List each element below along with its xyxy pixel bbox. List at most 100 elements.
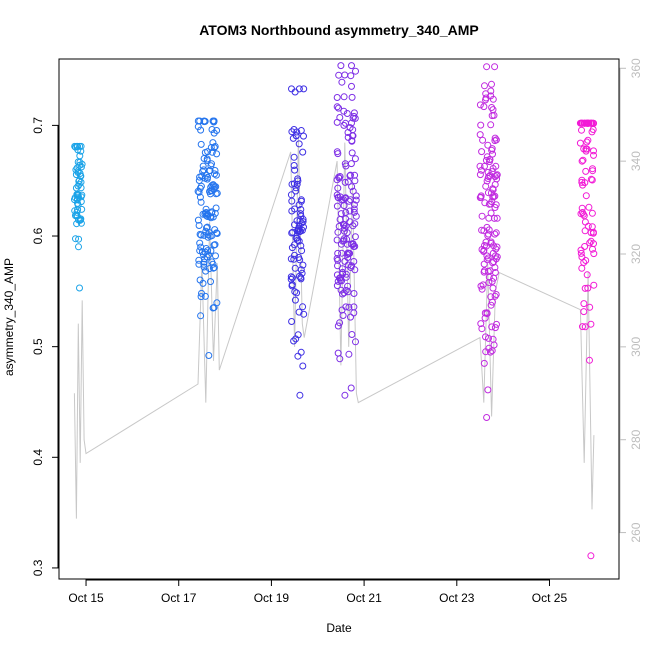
data-point <box>203 175 211 183</box>
data-point <box>492 229 500 237</box>
data-point <box>72 235 79 243</box>
x-tick-label: Oct 23 <box>439 591 475 605</box>
data-point <box>340 202 348 210</box>
data-point <box>204 233 212 241</box>
data-point <box>297 227 304 235</box>
x-tick-label: Oct 15 <box>68 591 104 605</box>
data-point <box>582 167 590 175</box>
data-point <box>74 206 82 214</box>
data-point <box>580 300 588 308</box>
data-point <box>211 209 219 217</box>
data-point <box>333 236 341 244</box>
data-point <box>581 218 589 226</box>
data-point <box>300 132 307 140</box>
data-point <box>203 223 211 231</box>
data-point <box>478 285 486 293</box>
data-point <box>493 320 500 328</box>
data-point <box>584 284 592 292</box>
y-right-tick-label: 360 <box>629 58 643 78</box>
data-point <box>199 162 207 170</box>
data-point <box>487 209 495 217</box>
data-point <box>347 313 354 321</box>
data-point <box>334 262 341 270</box>
data-point <box>340 289 348 297</box>
data-point <box>489 335 497 343</box>
data-point <box>347 160 355 168</box>
data-point <box>580 308 588 316</box>
data-point <box>288 197 296 205</box>
data-point <box>582 257 590 264</box>
data-point <box>578 264 586 272</box>
data-point <box>487 189 495 197</box>
data-point <box>589 167 597 175</box>
data-point <box>348 132 356 140</box>
data-point <box>483 153 491 161</box>
data-point <box>199 251 207 259</box>
data-point <box>290 153 298 161</box>
data-point <box>205 352 213 359</box>
data-point <box>585 203 593 211</box>
data-point <box>480 227 488 235</box>
data-point <box>334 249 342 257</box>
data-point <box>207 278 214 286</box>
data-point <box>333 94 341 101</box>
data-point <box>347 384 355 392</box>
data-point <box>337 210 345 218</box>
data-point <box>492 162 500 170</box>
data-point <box>580 145 588 153</box>
data-point <box>346 172 354 180</box>
data-point <box>335 173 343 181</box>
data-point <box>288 229 296 237</box>
data-point <box>476 101 484 109</box>
data-point <box>210 118 218 126</box>
y-right-tick-label: 280 <box>629 429 643 449</box>
data-point <box>73 212 81 220</box>
data-point <box>206 188 213 195</box>
y-right-tick-label: 320 <box>629 244 643 264</box>
data-point <box>213 299 221 307</box>
plot-frame <box>58 58 620 580</box>
data-point <box>584 136 592 144</box>
data-point <box>578 176 586 184</box>
data-point <box>581 243 589 250</box>
data-point <box>493 171 501 179</box>
data-point <box>292 335 300 343</box>
data-point <box>295 308 303 316</box>
data-point <box>71 142 79 150</box>
data-point <box>350 290 358 297</box>
data-point <box>297 242 305 250</box>
data-point <box>348 183 356 191</box>
data-point <box>490 214 498 222</box>
data-point <box>333 255 341 262</box>
data-point <box>482 238 490 246</box>
data-point <box>287 273 295 281</box>
data-point <box>299 261 307 269</box>
data-point <box>483 252 491 260</box>
data-point <box>587 237 595 245</box>
data-point <box>299 148 307 156</box>
data-point <box>348 149 356 157</box>
y-right-tick-label: 340 <box>629 151 643 171</box>
data-point <box>339 290 346 298</box>
data-point <box>589 165 596 173</box>
data-point <box>208 148 216 156</box>
data-point <box>491 292 499 300</box>
data-point <box>478 325 486 333</box>
data-point <box>477 193 485 201</box>
data-point <box>590 250 598 258</box>
data-point <box>476 162 484 170</box>
data-point <box>299 362 307 370</box>
data-point <box>337 240 345 248</box>
data-point <box>342 215 350 223</box>
data-point <box>194 216 202 224</box>
data-point <box>344 249 352 257</box>
data-point <box>340 121 348 129</box>
data-point <box>487 121 495 129</box>
data-point <box>212 183 220 191</box>
data-point <box>333 103 341 111</box>
data-point <box>351 177 359 185</box>
data-point <box>299 303 307 311</box>
data-point <box>204 231 212 239</box>
y-axis-label: asymmetry_340_AMP <box>2 258 16 376</box>
